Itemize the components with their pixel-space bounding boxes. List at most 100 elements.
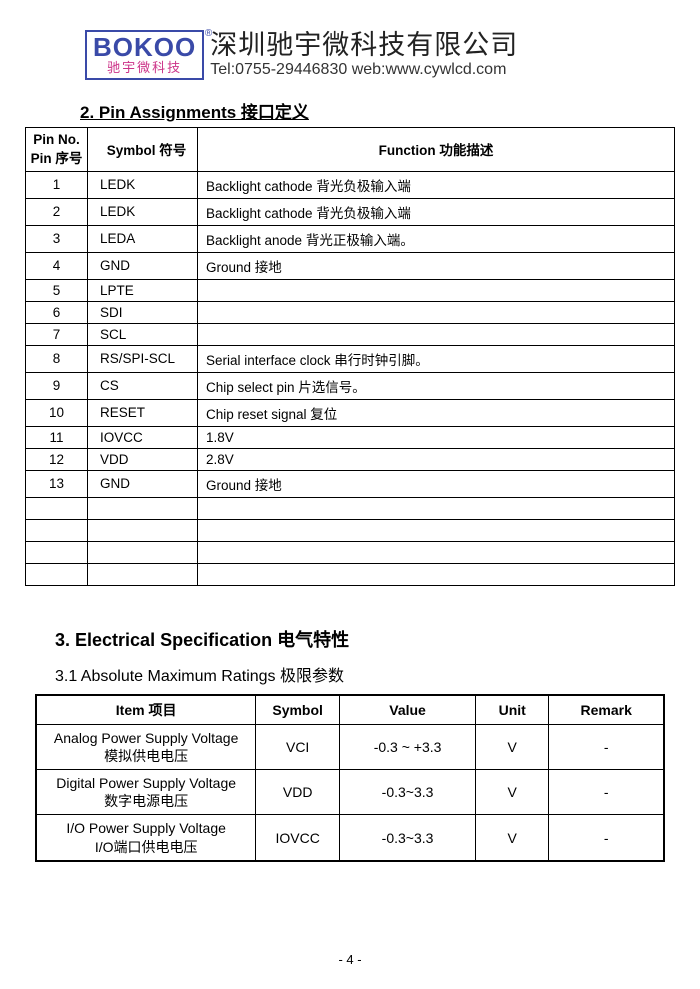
company-name: 深圳驰宇微科技有限公司 bbox=[210, 30, 518, 61]
cell-item: Digital Power Supply Voltage数字电源电压 bbox=[36, 769, 256, 814]
cell-symbol: VDD bbox=[88, 448, 198, 470]
section-3-title: 3. Electrical Specification 电气特性 bbox=[55, 626, 675, 652]
table-row bbox=[26, 497, 675, 519]
cell-symbol bbox=[88, 563, 198, 585]
cell-function: Ground 接地 bbox=[198, 470, 675, 497]
cell-item: I/O Power Supply VoltageI/O端口供电电压 bbox=[36, 815, 256, 861]
cell-symbol: RESET bbox=[88, 399, 198, 426]
cell-pin: 3 bbox=[26, 225, 88, 252]
header-pin: Pin No. Pin 序号 bbox=[26, 127, 88, 171]
cell-pin: 7 bbox=[26, 323, 88, 345]
table-row: 6SDI bbox=[26, 301, 675, 323]
table-row bbox=[26, 519, 675, 541]
cell-pin bbox=[26, 497, 88, 519]
table-row: I/O Power Supply VoltageI/O端口供电电压IOVCC-0… bbox=[36, 815, 664, 861]
cell-symbol: LPTE bbox=[88, 279, 198, 301]
cell-function bbox=[198, 497, 675, 519]
header-function: Function 功能描述 bbox=[198, 127, 675, 171]
cell-value: -0.3~3.3 bbox=[340, 815, 476, 861]
cell-remark: - bbox=[549, 724, 664, 769]
table-row: 1LEDKBacklight cathode 背光负极输入端 bbox=[26, 171, 675, 198]
header-symbol: Symbol 符号 bbox=[88, 127, 198, 171]
cell-function bbox=[198, 279, 675, 301]
table-row: 12VDD2.8V bbox=[26, 448, 675, 470]
cell-pin: 13 bbox=[26, 470, 88, 497]
cell-function: Backlight cathode 背光负极输入端 bbox=[198, 171, 675, 198]
cell-pin: 4 bbox=[26, 252, 88, 279]
electrical-spec-table: Item 项目 Symbol Value Unit Remark Analog … bbox=[35, 694, 665, 862]
cell-function: 1.8V bbox=[198, 426, 675, 448]
cell-function bbox=[198, 563, 675, 585]
cell-function: Serial interface clock 串行时钟引脚。 bbox=[198, 345, 675, 372]
cell-symbol: LEDK bbox=[88, 198, 198, 225]
table-row: 5LPTE bbox=[26, 279, 675, 301]
cell-symbol bbox=[88, 519, 198, 541]
cell-function: Backlight cathode 背光负极输入端 bbox=[198, 198, 675, 225]
cell-function: Chip select pin 片选信号。 bbox=[198, 372, 675, 399]
company-contact: Tel:0755-29446830 web:www.cywlcd.com bbox=[210, 61, 518, 79]
cell-pin: 9 bbox=[26, 372, 88, 399]
table-row: 2LEDKBacklight cathode 背光负极输入端 bbox=[26, 198, 675, 225]
header-remark: Remark bbox=[549, 695, 664, 725]
cell-function: Chip reset signal 复位 bbox=[198, 399, 675, 426]
section-3-1-title: 3.1 Absolute Maximum Ratings 极限参数 bbox=[55, 662, 675, 686]
cell-function: Backlight anode 背光正极输入端。 bbox=[198, 225, 675, 252]
cell-function: Ground 接地 bbox=[198, 252, 675, 279]
cell-symbol: LEDA bbox=[88, 225, 198, 252]
table-row: 10RESETChip reset signal 复位 bbox=[26, 399, 675, 426]
cell-symbol: VCI bbox=[256, 724, 340, 769]
cell-symbol: CS bbox=[88, 372, 198, 399]
company-info: 深圳驰宇微科技有限公司 Tel:0755-29446830 web:www.cy… bbox=[210, 30, 518, 79]
table-row bbox=[26, 541, 675, 563]
cell-remark: - bbox=[549, 769, 664, 814]
cell-unit: V bbox=[476, 724, 549, 769]
cell-pin: 11 bbox=[26, 426, 88, 448]
table-row: 11IOVCC1.8V bbox=[26, 426, 675, 448]
cell-function bbox=[198, 541, 675, 563]
cell-item: Analog Power Supply Voltage模拟供电电压 bbox=[36, 724, 256, 769]
cell-symbol: SCL bbox=[88, 323, 198, 345]
cell-pin bbox=[26, 563, 88, 585]
cell-symbol: GND bbox=[88, 470, 198, 497]
table-row: 13GNDGround 接地 bbox=[26, 470, 675, 497]
cell-value: -0.3~3.3 bbox=[340, 769, 476, 814]
cell-remark: - bbox=[549, 815, 664, 861]
cell-pin: 6 bbox=[26, 301, 88, 323]
cell-function: 2.8V bbox=[198, 448, 675, 470]
cell-unit: V bbox=[476, 815, 549, 861]
page-number: - 4 - bbox=[0, 952, 700, 967]
cell-pin: 2 bbox=[26, 198, 88, 225]
cell-pin: 1 bbox=[26, 171, 88, 198]
cell-symbol: LEDK bbox=[88, 171, 198, 198]
cell-pin: 5 bbox=[26, 279, 88, 301]
logo-text-bottom: 驰宇微科技 bbox=[93, 60, 196, 76]
cell-pin: 10 bbox=[26, 399, 88, 426]
cell-symbol: IOVCC bbox=[88, 426, 198, 448]
header-item: Item 项目 bbox=[36, 695, 256, 725]
cell-symbol: GND bbox=[88, 252, 198, 279]
table-row: 9CSChip select pin 片选信号。 bbox=[26, 372, 675, 399]
table-row: 7SCL bbox=[26, 323, 675, 345]
cell-symbol: RS/SPI-SCL bbox=[88, 345, 198, 372]
table-row bbox=[26, 563, 675, 585]
cell-symbol: IOVCC bbox=[256, 815, 340, 861]
section-2-title: 2. Pin Assignments 接口定义 bbox=[80, 98, 675, 123]
cell-function bbox=[198, 519, 675, 541]
cell-symbol bbox=[88, 541, 198, 563]
cell-unit: V bbox=[476, 769, 549, 814]
table-row: 3LEDABacklight anode 背光正极输入端。 bbox=[26, 225, 675, 252]
cell-pin: 12 bbox=[26, 448, 88, 470]
pin-assignments-table: Pin No. Pin 序号 Symbol 符号 Function 功能描述 1… bbox=[25, 127, 675, 586]
header-value: Value bbox=[340, 695, 476, 725]
cell-symbol bbox=[88, 497, 198, 519]
logo-text-top: BOKOO bbox=[93, 34, 196, 60]
cell-pin: 8 bbox=[26, 345, 88, 372]
table-row: Analog Power Supply Voltage模拟供电电压VCI-0.3… bbox=[36, 724, 664, 769]
cell-pin bbox=[26, 519, 88, 541]
table-row: Digital Power Supply Voltage数字电源电压VDD-0.… bbox=[36, 769, 664, 814]
cell-function bbox=[198, 323, 675, 345]
page-header: BOKOO 驰宇微科技 ® 深圳驰宇微科技有限公司 Tel:0755-29446… bbox=[25, 30, 675, 80]
registered-icon: ® bbox=[205, 28, 212, 39]
cell-pin bbox=[26, 541, 88, 563]
table-row: 8RS/SPI-SCLSerial interface clock 串行时钟引脚… bbox=[26, 345, 675, 372]
